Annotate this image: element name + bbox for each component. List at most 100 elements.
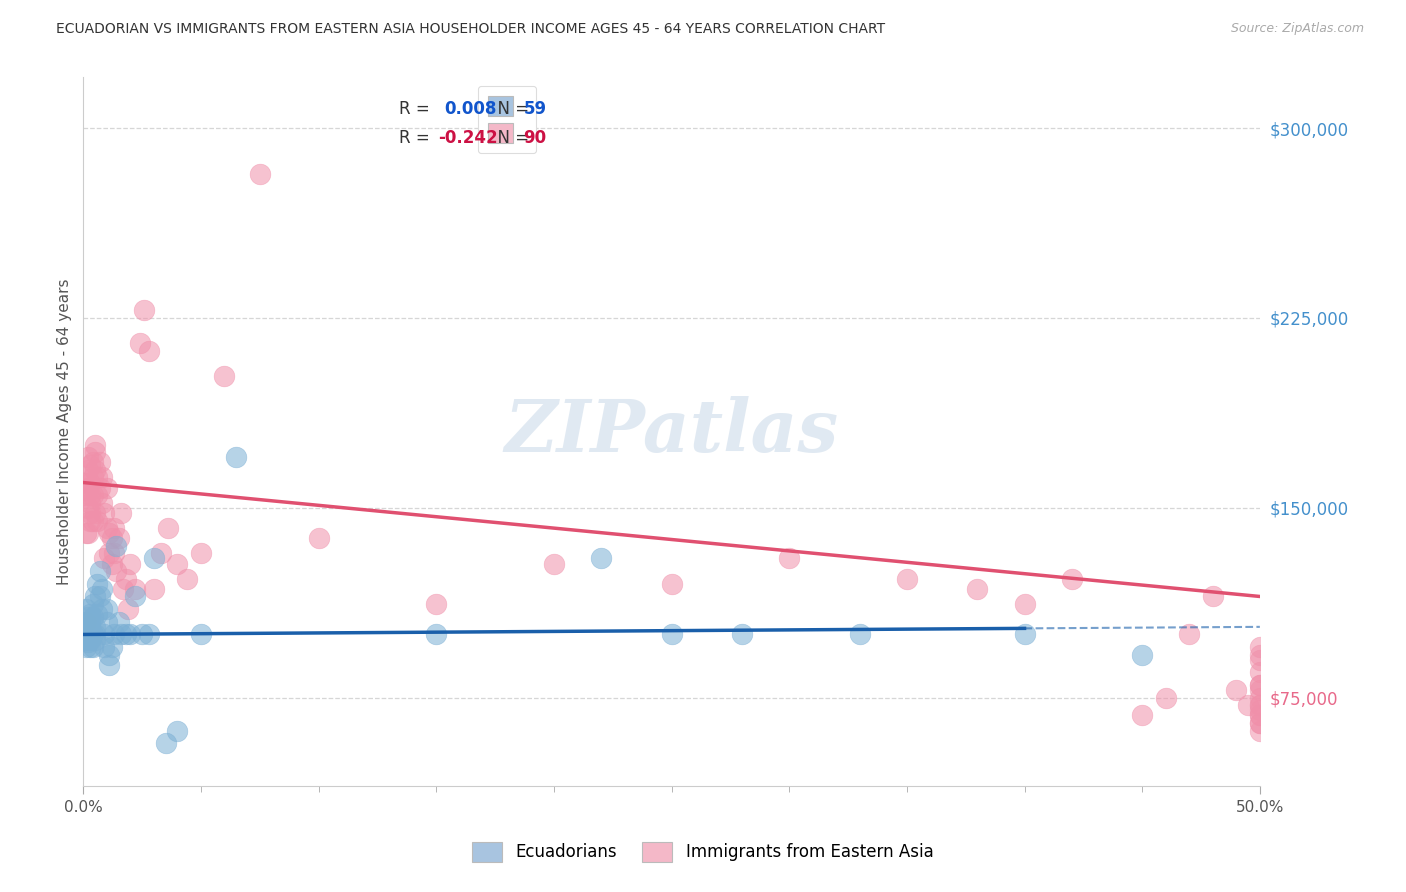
Point — [98, 648, 121, 662]
Point — [82, 609, 104, 624]
Point — [138, 343, 160, 358]
Point — [84, 437, 107, 451]
Point — [1249, 708, 1271, 723]
Point — [96, 615, 118, 629]
Point — [190, 627, 212, 641]
Point — [75, 602, 97, 616]
Point — [77, 620, 100, 634]
Point — [84, 590, 107, 604]
Point — [103, 546, 125, 560]
Point — [93, 551, 115, 566]
Point — [966, 582, 988, 596]
Point — [75, 526, 97, 541]
Point — [79, 475, 101, 490]
Point — [124, 582, 146, 596]
Point — [1249, 723, 1271, 738]
Point — [82, 455, 104, 469]
Point — [731, 627, 754, 641]
Point — [82, 488, 104, 502]
Text: -0.242: -0.242 — [439, 128, 498, 146]
Point — [1178, 627, 1201, 641]
Point — [82, 640, 104, 654]
Text: R =: R = — [399, 128, 434, 146]
Point — [1249, 698, 1271, 713]
Point — [166, 557, 188, 571]
Point — [110, 506, 132, 520]
Text: 59: 59 — [523, 100, 547, 118]
Point — [1130, 708, 1153, 723]
Point — [1249, 665, 1271, 680]
Point — [661, 577, 683, 591]
Point — [86, 577, 108, 591]
Point — [1130, 648, 1153, 662]
Point — [425, 597, 447, 611]
Point — [142, 551, 165, 566]
Point — [100, 640, 122, 654]
Point — [82, 514, 104, 528]
Point — [661, 627, 683, 641]
Point — [79, 458, 101, 472]
Point — [89, 455, 111, 469]
Point — [77, 500, 100, 515]
Text: 90: 90 — [523, 128, 547, 146]
Point — [131, 627, 153, 641]
Point — [1249, 678, 1271, 692]
Point — [82, 597, 104, 611]
Point — [89, 590, 111, 604]
Point — [1202, 590, 1225, 604]
Point — [86, 470, 108, 484]
Point — [225, 450, 247, 465]
Point — [128, 336, 150, 351]
Point — [79, 632, 101, 647]
Point — [149, 546, 172, 560]
Point — [89, 564, 111, 578]
Point — [1249, 716, 1271, 731]
Text: ECUADORIAN VS IMMIGRANTS FROM EASTERN ASIA HOUSEHOLDER INCOME AGES 45 - 64 YEARS: ECUADORIAN VS IMMIGRANTS FROM EASTERN AS… — [56, 22, 886, 37]
Point — [778, 551, 800, 566]
Text: N =: N = — [486, 128, 534, 146]
Point — [96, 521, 118, 535]
Point — [77, 609, 100, 624]
Point — [91, 470, 114, 484]
Point — [166, 723, 188, 738]
Point — [84, 620, 107, 634]
Point — [79, 640, 101, 654]
Point — [120, 557, 142, 571]
Point — [77, 526, 100, 541]
Text: N =: N = — [486, 100, 534, 118]
Point — [96, 481, 118, 495]
Point — [96, 602, 118, 616]
Point — [107, 615, 129, 629]
Point — [1249, 703, 1271, 717]
Point — [79, 615, 101, 629]
Point — [79, 620, 101, 634]
Point — [156, 521, 179, 535]
Point — [142, 582, 165, 596]
Point — [86, 514, 108, 528]
Point — [77, 463, 100, 477]
Point — [98, 526, 121, 541]
Point — [114, 627, 136, 641]
Point — [82, 627, 104, 641]
Point — [1060, 572, 1083, 586]
Point — [214, 369, 236, 384]
Point — [79, 488, 101, 502]
Point — [75, 615, 97, 629]
Point — [1249, 640, 1271, 654]
Legend: , : , — [478, 86, 536, 153]
Point — [79, 607, 101, 622]
Text: Source: ZipAtlas.com: Source: ZipAtlas.com — [1230, 22, 1364, 36]
Point — [1249, 716, 1271, 731]
Point — [1249, 683, 1271, 698]
Point — [1249, 648, 1271, 662]
Point — [176, 572, 198, 586]
Point — [93, 640, 115, 654]
Point — [75, 632, 97, 647]
Point — [79, 496, 101, 510]
Point — [77, 481, 100, 495]
Point — [91, 496, 114, 510]
Point — [308, 531, 330, 545]
Point — [117, 602, 139, 616]
Text: ZIPatlas: ZIPatlas — [505, 396, 838, 467]
Point — [124, 590, 146, 604]
